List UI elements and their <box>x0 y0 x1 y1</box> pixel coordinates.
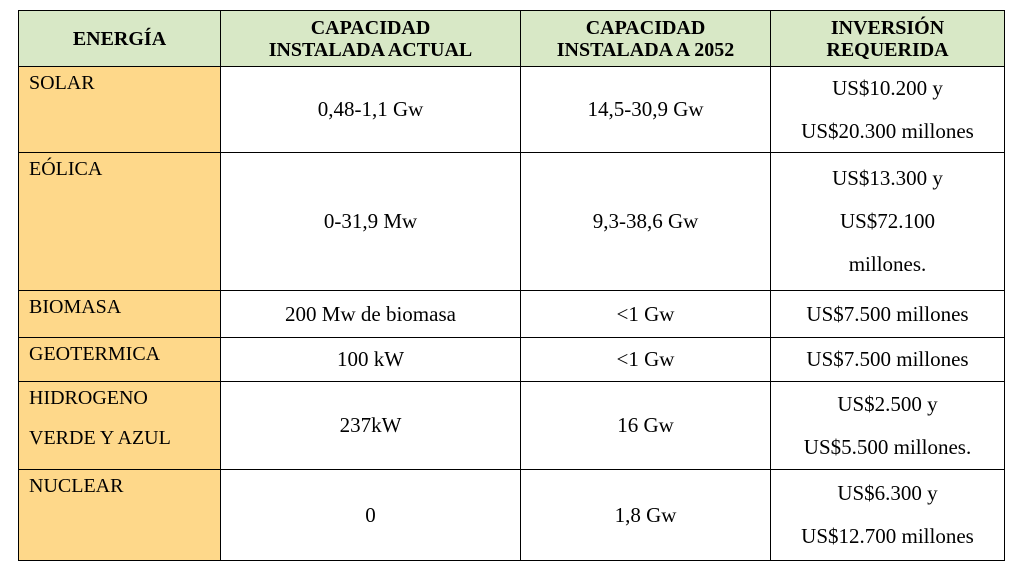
cell-text: INSTALADA ACTUAL <box>268 38 473 61</box>
row-label-cell: NUCLEAR <box>18 469 221 561</box>
data-cell: 9,3-38,6 Gw <box>520 152 771 291</box>
cell-text: 16 Gw <box>617 413 674 437</box>
cell-text: US$72.100 <box>839 209 936 233</box>
cell-text: 100 kW <box>336 347 405 371</box>
cell-text: 237kW <box>339 413 402 437</box>
header-cell: CAPACIDAD INSTALADA A 2052 <box>520 10 771 67</box>
cell-text: US$20.300 millones <box>801 118 974 143</box>
cell-text: US$5.500 millones. <box>803 434 972 459</box>
data-cell: 1,8 Gw <box>520 469 771 561</box>
data-cell: 0,48-1,1 Gw <box>220 66 521 153</box>
data-cell: US$2.500 y US$5.500 millones. <box>770 381 1005 470</box>
cell-text: 0 <box>365 502 376 527</box>
cell-text: ENERGÍA <box>72 27 167 50</box>
cell-text: EÓLICA <box>29 158 103 180</box>
cell-text: 200 Mw de biomasa <box>285 301 456 326</box>
cell-text: US$2.500 y <box>837 391 938 416</box>
cell-text: 1,8 Gw <box>614 502 677 527</box>
row-label-cell: SOLAR <box>18 66 221 153</box>
cell-text: US$7.500 millones <box>806 301 969 326</box>
cell-text: <1 Gw <box>616 301 675 326</box>
cell-text: <1 Gw <box>616 347 675 371</box>
cell-text: millones. <box>848 252 927 276</box>
cell-text: CAPACIDAD <box>585 16 706 39</box>
cell-text: 0,48-1,1 Gw <box>317 97 424 121</box>
cell-text: BIOMASA <box>29 296 122 318</box>
cell-text: INSTALADA A 2052 <box>556 38 735 61</box>
data-cell: <1 Gw <box>520 290 771 338</box>
data-cell: 0 <box>220 469 521 561</box>
data-cell: 14,5-30,9 Gw <box>520 66 771 153</box>
cell-text: US$13.300 y <box>832 166 943 190</box>
cell-text: INVERSIÓN <box>830 16 945 39</box>
data-cell: US$6.300 y US$12.700 millones <box>770 469 1005 561</box>
data-cell: 100 kW <box>220 337 521 382</box>
data-cell: 16 Gw <box>520 381 771 470</box>
cell-text: REQUERIDA <box>826 38 949 61</box>
data-cell: US$13.300 y US$72.100 millones. <box>770 152 1005 291</box>
row-label-cell: BIOMASA <box>18 290 221 338</box>
cell-text: SOLAR <box>29 72 95 94</box>
cell-text: US$6.300 y <box>837 481 938 505</box>
data-cell: US$7.500 millones <box>770 337 1005 382</box>
data-cell: <1 Gw <box>520 337 771 382</box>
cell-text: US$10.200 y <box>832 75 943 100</box>
cell-text: US$7.500 millones <box>806 347 969 371</box>
cell-text: VERDE Y AZUL <box>29 427 171 449</box>
data-cell: US$7.500 millones <box>770 290 1005 338</box>
cell-text: GEOTERMICA <box>29 343 161 365</box>
header-cell: ENERGÍA <box>18 10 221 67</box>
cell-text: 0-31,9 Mw <box>323 209 418 233</box>
cell-text: 9,3-38,6 Gw <box>592 209 699 233</box>
cell-text: 14,5-30,9 Gw <box>587 97 704 121</box>
data-cell: US$10.200 y US$20.300 millones <box>770 66 1005 153</box>
header-cell: CAPACIDAD INSTALADA ACTUAL <box>220 10 521 67</box>
cell-text: US$12.700 millones <box>801 524 974 548</box>
cell-text: NUCLEAR <box>29 475 124 497</box>
cell-text: CAPACIDAD <box>310 16 431 39</box>
data-cell: 0-31,9 Mw <box>220 152 521 291</box>
row-label-cell: HIDROGENO VERDE Y AZUL <box>18 381 221 470</box>
row-label-cell: EÓLICA <box>18 152 221 291</box>
header-cell: INVERSIÓN REQUERIDA <box>770 10 1005 67</box>
data-cell: 200 Mw de biomasa <box>220 290 521 338</box>
row-label-cell: GEOTERMICA <box>18 337 221 382</box>
data-cell: 237kW <box>220 381 521 470</box>
cell-text: HIDROGENO <box>29 387 148 409</box>
